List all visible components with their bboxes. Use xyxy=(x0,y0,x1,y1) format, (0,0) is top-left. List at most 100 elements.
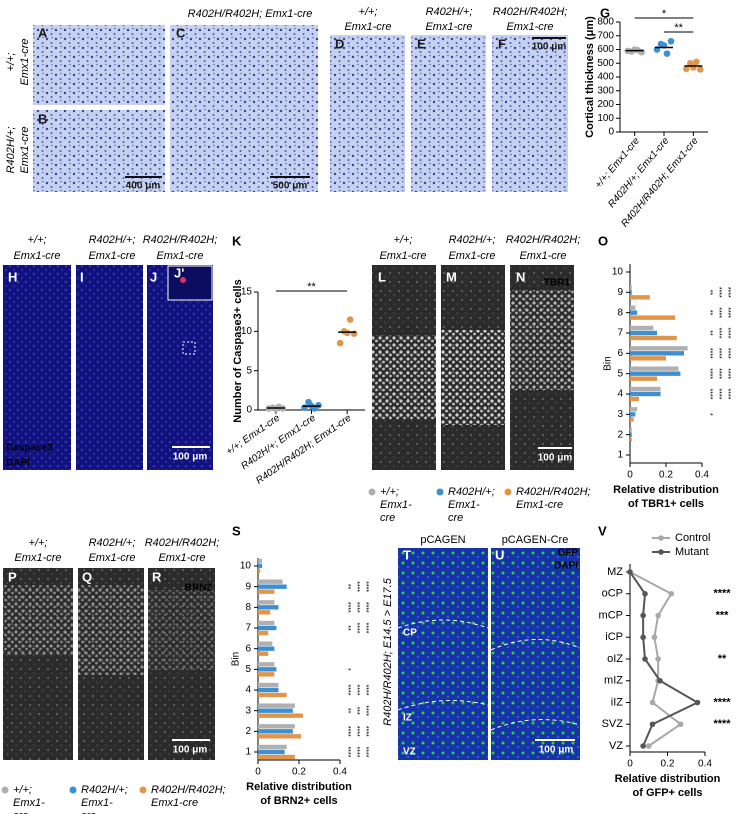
significance: **** xyxy=(715,348,722,359)
bar xyxy=(258,589,275,594)
data-point xyxy=(642,656,648,662)
micrograph xyxy=(491,548,580,760)
legend-label: R402H/R402H; Emx1-cre xyxy=(151,784,226,809)
y-tick-label: MZ xyxy=(607,566,623,578)
bar xyxy=(258,610,271,615)
bar xyxy=(258,713,304,718)
significance: **** xyxy=(344,685,351,696)
y-axis-label: Cortical thickness (μm) xyxy=(584,16,596,138)
y-tick-label: 8 xyxy=(617,307,623,318)
data-point xyxy=(697,66,704,73)
bar xyxy=(258,605,279,610)
significance: *** xyxy=(353,707,360,715)
x-tick-label: 0 xyxy=(627,470,633,481)
zone-label: CP xyxy=(403,628,417,639)
y-tick-label: SVZ xyxy=(602,718,624,730)
zone-boundary xyxy=(490,639,581,651)
bar xyxy=(258,662,275,667)
genotype-label: Emx1-cre xyxy=(519,250,566,262)
condition-label: pCAGEN-Cre xyxy=(502,534,569,546)
y-tick-label: 100 xyxy=(597,113,614,124)
genotype-label: R402H/R402H; xyxy=(493,6,568,18)
legend-label: Control xyxy=(675,532,710,544)
significance: **** xyxy=(715,328,722,339)
bar xyxy=(258,744,287,750)
micrographs xyxy=(3,25,581,760)
genotype-label: Emx1-cre xyxy=(88,250,135,262)
bar xyxy=(258,734,302,739)
bar xyxy=(630,412,636,417)
data-point xyxy=(655,656,661,662)
x-axis-label: Relative distribution xyxy=(615,773,721,785)
significance: **** xyxy=(362,602,369,613)
data-point xyxy=(655,612,661,619)
data-point xyxy=(640,612,646,619)
legend-label: R402H/+; Emx1-cre xyxy=(448,486,495,524)
stain-label: TBR1 xyxy=(544,278,571,289)
significance: **** xyxy=(715,389,722,400)
y-tick-label: 300 xyxy=(597,85,614,96)
bar xyxy=(630,376,657,381)
data-point xyxy=(645,743,652,749)
x-tick-label: 0.2 xyxy=(659,470,673,481)
bar xyxy=(630,366,679,371)
y-tick-label: oIZ xyxy=(607,653,623,665)
bar xyxy=(630,310,638,315)
bar xyxy=(258,641,273,646)
panel-label: K xyxy=(232,233,242,248)
panel-label: R xyxy=(152,569,162,584)
y-tick-label: 5 xyxy=(246,365,252,376)
y-tick-label: 1 xyxy=(617,450,623,461)
data-point xyxy=(315,401,322,409)
micrograph xyxy=(33,25,165,105)
legend-label: R402H/R402H; Emx1-cre xyxy=(516,486,591,511)
y-tick-label: 10 xyxy=(241,326,253,337)
x-tick-label: 0.2 xyxy=(661,759,675,770)
significance: **** xyxy=(713,718,731,730)
significance: **** xyxy=(706,348,713,359)
data-point xyxy=(683,65,690,73)
bar xyxy=(258,646,275,651)
stain-label: GFP xyxy=(557,548,578,559)
cell-band xyxy=(3,585,73,655)
bar xyxy=(258,563,263,569)
genotype-label: Emx1-cre xyxy=(379,250,426,262)
y-tick-label: 800 xyxy=(597,17,614,28)
bar xyxy=(258,708,293,713)
micrograph xyxy=(3,265,71,470)
bar xyxy=(258,754,295,760)
data-point xyxy=(346,316,354,323)
bar xyxy=(258,630,269,636)
y-tick-label: 15 xyxy=(241,287,253,298)
significance: **** xyxy=(353,581,360,592)
genotype-label: Emx1-cre xyxy=(14,552,61,564)
bar xyxy=(258,625,277,631)
data-point xyxy=(627,569,633,575)
bar xyxy=(258,682,279,688)
bar xyxy=(630,417,634,422)
bar xyxy=(258,687,279,693)
data-point xyxy=(640,743,646,749)
significance: **** xyxy=(724,307,731,318)
legend-marker xyxy=(658,549,664,555)
significance: **** xyxy=(353,747,360,758)
scale-bar-label: 100 μm xyxy=(173,745,208,756)
y-axis-label: Bin xyxy=(603,356,614,370)
stain-label: BRN2 xyxy=(185,583,213,594)
bar xyxy=(630,285,632,290)
panel-label: V xyxy=(598,523,607,538)
genotype-label: R402H/+; xyxy=(89,234,136,246)
significance: * xyxy=(344,668,351,671)
micrograph xyxy=(411,35,486,192)
panel-label: T xyxy=(403,547,411,562)
genotype-label: +/+; xyxy=(29,537,48,549)
significance: ** xyxy=(706,290,713,296)
panel-label: G xyxy=(600,5,610,20)
genotype-label: Emx1-cre xyxy=(19,38,31,85)
bar xyxy=(258,600,275,605)
significance: ** xyxy=(344,625,351,631)
bar xyxy=(630,290,632,295)
legend-marker xyxy=(1,786,9,794)
scale-bar-label: 100 μm xyxy=(173,452,208,463)
